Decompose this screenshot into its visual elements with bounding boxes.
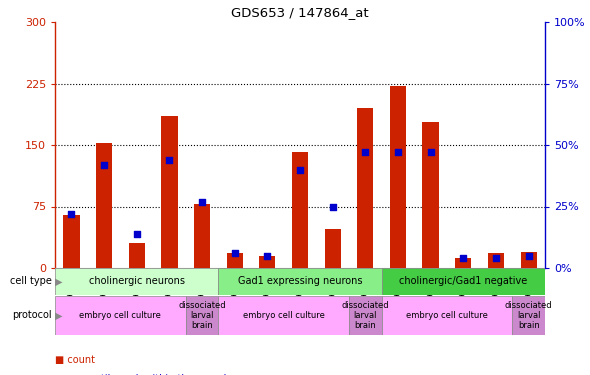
Point	[263, 253, 272, 259]
Text: embryo cell culture: embryo cell culture	[80, 311, 161, 320]
Bar	[55, 296, 186, 335]
Bar	[357, 108, 373, 268]
Bar	[382, 296, 512, 335]
Text: ▶: ▶	[55, 310, 63, 321]
Bar	[292, 152, 308, 268]
Bar	[455, 258, 471, 268]
Point	[197, 199, 206, 205]
Point	[360, 149, 370, 155]
Bar	[382, 268, 545, 295]
Text: ▶: ▶	[55, 276, 63, 286]
Bar	[324, 230, 341, 268]
Point	[491, 255, 501, 261]
Bar	[194, 204, 210, 268]
Text: cell type: cell type	[10, 276, 52, 286]
Point	[230, 250, 240, 256]
Point	[328, 204, 337, 210]
Bar	[186, 296, 218, 335]
Point	[458, 255, 468, 261]
Bar	[218, 296, 349, 335]
Text: Gad1 expressing neurons: Gad1 expressing neurons	[238, 276, 362, 286]
Text: protocol: protocol	[12, 310, 52, 321]
Bar	[55, 268, 218, 295]
Text: dissociated
larval
brain: dissociated larval brain	[505, 301, 552, 330]
Bar	[227, 253, 243, 268]
Text: ■ count: ■ count	[55, 356, 95, 366]
Text: embryo cell culture: embryo cell culture	[242, 311, 324, 320]
Text: ■ percentile rank within the sample: ■ percentile rank within the sample	[55, 374, 232, 375]
Bar	[520, 252, 537, 268]
Point	[132, 231, 142, 237]
Bar	[259, 256, 276, 268]
Bar	[161, 116, 178, 268]
Bar	[512, 296, 545, 335]
Bar	[96, 143, 112, 268]
Point	[295, 166, 304, 172]
Point	[165, 157, 174, 163]
Text: embryo cell culture: embryo cell culture	[406, 311, 488, 320]
Text: dissociated
larval
brain: dissociated larval brain	[342, 301, 389, 330]
Bar	[390, 86, 406, 268]
Point	[426, 149, 435, 155]
Point	[394, 149, 403, 155]
Bar	[218, 268, 382, 295]
Text: dissociated
larval
brain: dissociated larval brain	[178, 301, 226, 330]
Bar	[63, 215, 80, 268]
Text: cholinergic/Gad1 negative: cholinergic/Gad1 negative	[399, 276, 527, 286]
Title: GDS653 / 147864_at: GDS653 / 147864_at	[231, 6, 369, 20]
Bar	[422, 122, 439, 268]
Text: cholinergic neurons: cholinergic neurons	[88, 276, 185, 286]
Point	[524, 253, 533, 259]
Point	[99, 162, 109, 168]
Bar	[349, 296, 382, 335]
Point	[67, 211, 76, 217]
Bar	[129, 243, 145, 268]
Bar	[488, 253, 504, 268]
